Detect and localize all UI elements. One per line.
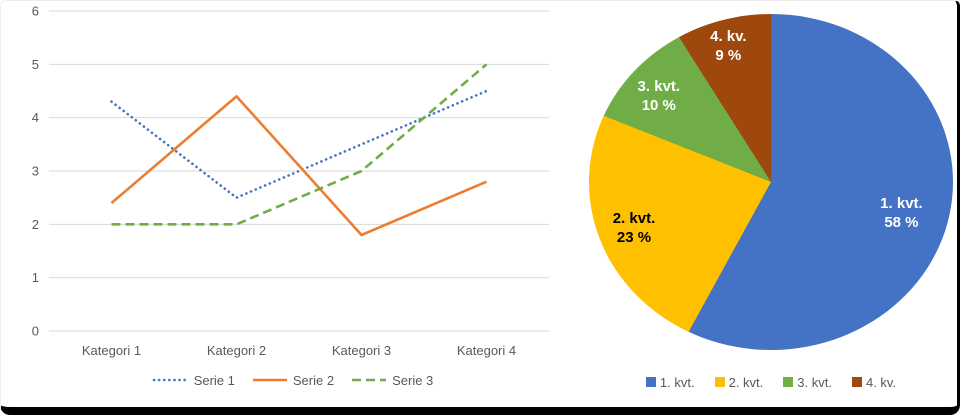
legend-label: 4. kv.	[865, 374, 897, 390]
pie-slice-percent: 9 %	[715, 47, 742, 65]
legend-label: Serie 2	[292, 372, 335, 388]
pie-slice-percent: 23 %	[616, 228, 652, 246]
legend-marker-serie-1	[152, 378, 189, 382]
legend-swatch-icon	[714, 377, 725, 387]
pie-slice-percent: 10 %	[641, 97, 676, 115]
pie-slice-name: 4. kv.	[710, 28, 747, 46]
y-tick-label: 1	[32, 270, 39, 285]
y-tick-label: 6	[32, 4, 39, 19]
line-chart-legend: Serie 1 Serie 2 Serie 3	[1, 369, 584, 391]
legend-label: Serie 1	[193, 372, 235, 388]
series-line-serie-2	[110, 95, 488, 237]
line-series	[110, 63, 488, 237]
x-category-label: Kategori 2	[207, 343, 266, 358]
pie-legend-item-2-kvt: 2. kvt.	[714, 374, 764, 390]
legend-label: 3. kvt.	[797, 374, 832, 390]
legend-label: Serie 3	[392, 372, 434, 388]
pie-chart: 1. kvt. 58 % 2. kvt. 23 % 3. kvt. 10 % 4. kv. 9…	[589, 14, 953, 350]
series-line-serie-1	[110, 89, 488, 199]
y-tick-label: 2	[32, 217, 39, 232]
legend-marker-serie-2	[252, 378, 287, 382]
legend-item-serie-3: Serie 3	[350, 373, 433, 388]
y-axis-tick-labels: 0 1 2 3 4 5 6	[32, 4, 39, 339]
pie-legend-item-3-kvt: 3. kvt.	[783, 375, 832, 390]
x-axis-category-labels: Kategori 1 Kategori 2 Kategori 3 Kategori 4	[82, 343, 516, 358]
series-line-serie-3	[111, 63, 488, 226]
legend-swatch-icon	[645, 377, 656, 387]
x-category-label: Kategori 1	[82, 343, 141, 358]
legend-marker-serie-3	[352, 378, 387, 382]
pie-graphic	[589, 14, 953, 350]
pie-legend-item-4-kv: 4. kv.	[851, 374, 897, 390]
y-tick-label: 5	[32, 57, 39, 72]
pie-slice-label-3-kvt: 3. kvt. 10 %	[638, 77, 681, 115]
pie-slice-name: 3. kvt.	[637, 78, 681, 96]
legend-swatch-icon	[851, 377, 862, 387]
legend-item-serie-1: Serie 1	[152, 373, 235, 388]
pie-chart-legend: 1. kvt. 2. kvt. 3. kvt. 4. kv.	[589, 371, 953, 393]
legend-label: 1. kvt.	[659, 374, 695, 390]
pie-slice-percent: 58 %	[884, 213, 919, 231]
x-category-label: Kategori 3	[332, 343, 391, 358]
y-tick-label: 0	[32, 324, 39, 339]
x-category-label: Kategori 4	[457, 343, 516, 358]
pie-slice-name: 1. kvt.	[880, 194, 923, 212]
legend-label: 2. kvt.	[728, 374, 764, 390]
y-tick-label: 4	[32, 110, 39, 125]
pie-slice-label-1-kvt: 1. kvt. 58 %	[880, 194, 923, 232]
pie-slice-label-4-kv: 4. kv. 9 %	[710, 27, 746, 65]
legend-swatch-icon	[783, 377, 794, 387]
y-tick-label: 3	[32, 164, 39, 179]
pie-slice-label-2-kvt: 2. kvt. 23 %	[613, 209, 656, 247]
pie-slice-name: 2. kvt.	[612, 209, 656, 227]
legend-item-serie-2: Serie 2	[251, 373, 334, 388]
pie-legend-item-1-kvt: 1. kvt.	[645, 374, 695, 390]
